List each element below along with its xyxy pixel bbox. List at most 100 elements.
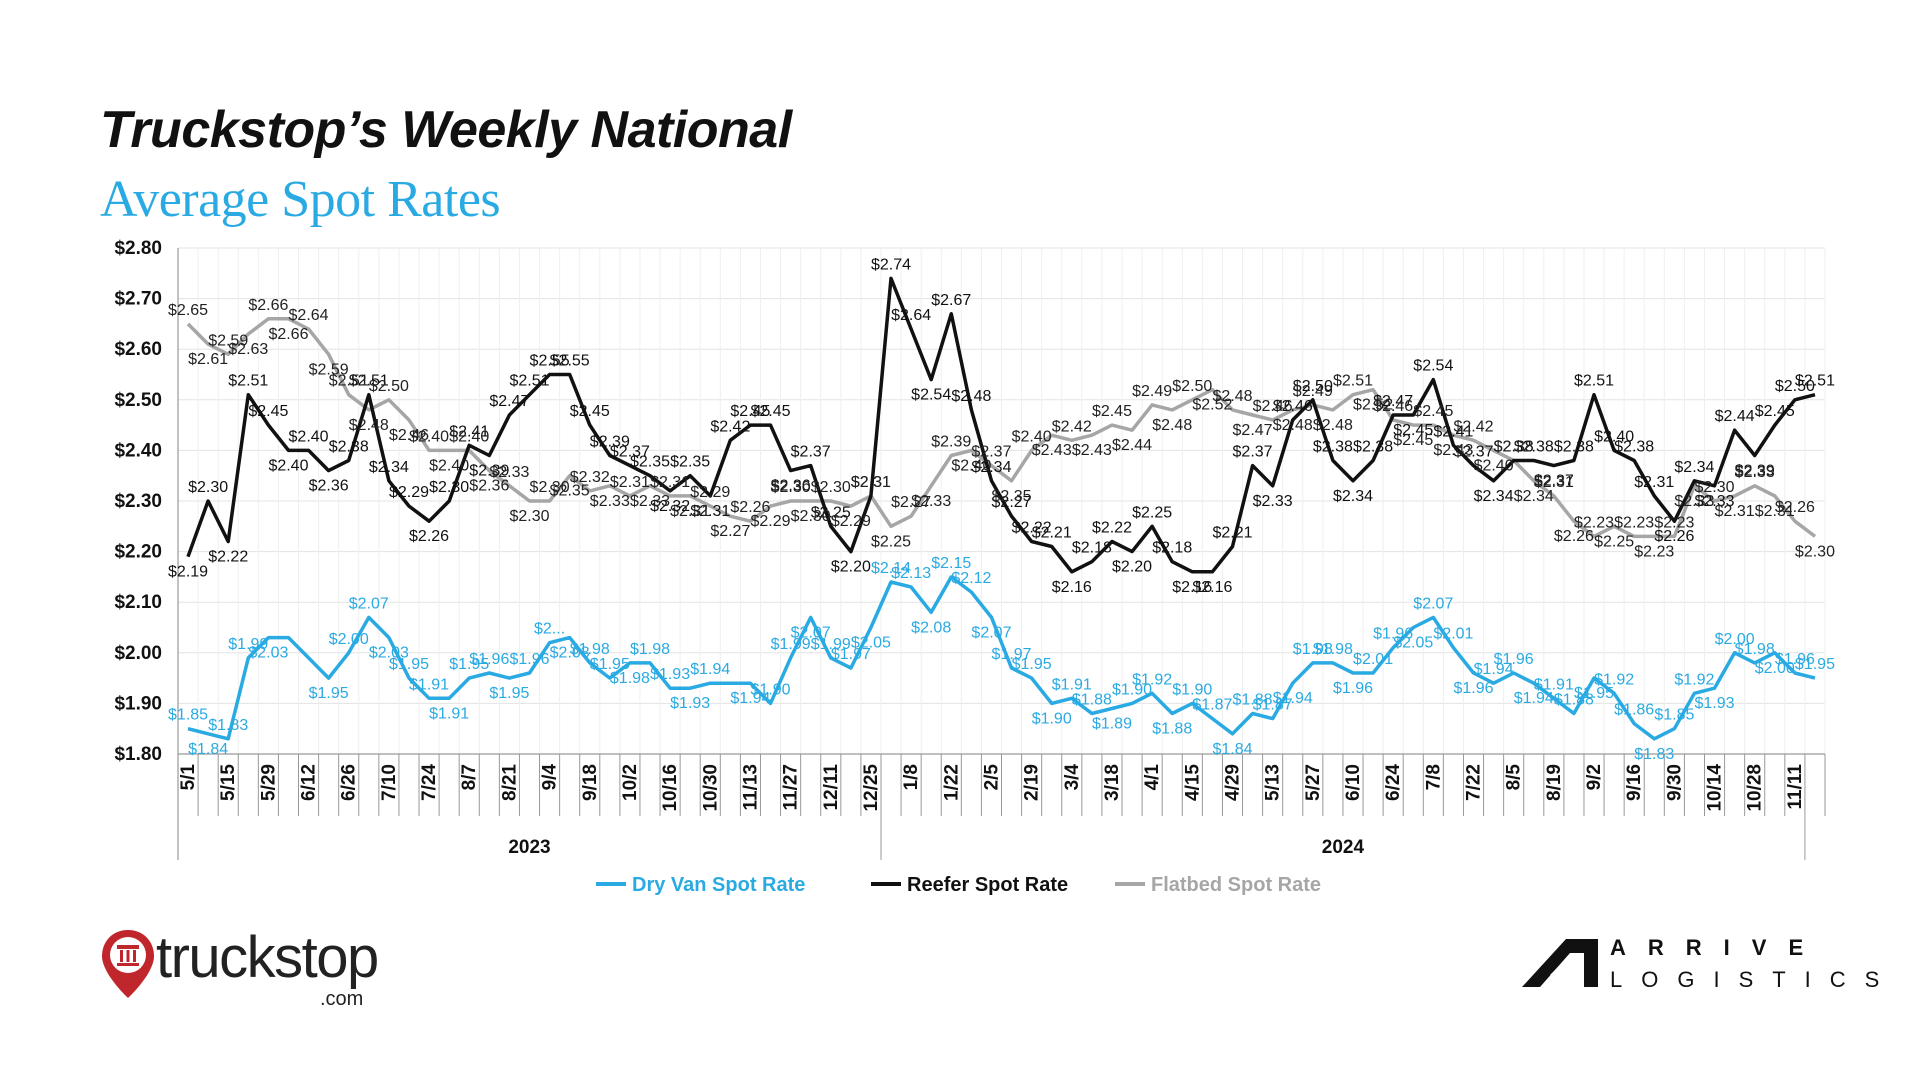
truckstop-wordmark: truckstop bbox=[156, 925, 379, 990]
data-label: $1.92 bbox=[1674, 671, 1714, 688]
data-label: $2.23 bbox=[1574, 514, 1614, 531]
y-axis: $2.80 $2.70 $2.60 $2.50 $2.40 $2.30 $2.20 $2.10… bbox=[114, 238, 162, 765]
data-label: $2.39 bbox=[1735, 462, 1775, 479]
x-tick-label: 5/13 bbox=[1263, 764, 1284, 801]
data-label: $2.19 bbox=[168, 564, 208, 581]
chart-subtitle: Average Spot Rates bbox=[100, 171, 501, 228]
data-label: $2.35 bbox=[550, 483, 590, 500]
data-label: $2.51 bbox=[1574, 373, 1614, 390]
x-tick-label: 9/16 bbox=[1624, 764, 1645, 801]
x-tick-label: 7/10 bbox=[379, 764, 400, 801]
year-label: 2023 bbox=[508, 837, 550, 858]
truckstop-domain: .com bbox=[320, 988, 364, 1010]
data-label: $2.29 bbox=[690, 484, 730, 501]
y-tick-label: $2.70 bbox=[114, 289, 162, 310]
data-label: $2.40 bbox=[449, 428, 489, 445]
data-label: $2.27 bbox=[710, 523, 750, 540]
data-label: $1.99 bbox=[228, 636, 268, 653]
truckstop-logo: truckstop .com bbox=[100, 925, 420, 1010]
data-label: $2.31 bbox=[1634, 474, 1674, 491]
data-label: $2.25 bbox=[871, 533, 911, 550]
x-tick-label: 11/27 bbox=[781, 764, 802, 811]
data-label: $2.00 bbox=[329, 631, 369, 648]
data-label: $2.35 bbox=[630, 454, 670, 471]
data-label: $2.30 bbox=[530, 479, 570, 496]
data-label: $2.48 bbox=[1152, 417, 1192, 434]
data-label: $2.48 bbox=[349, 417, 389, 434]
legend: Dry Van Spot Rate Reefer Spot Rate Flatbed… bbox=[596, 874, 1321, 896]
data-label: $2.66 bbox=[268, 326, 308, 343]
data-label: $2.38 bbox=[1514, 439, 1554, 456]
x-tick-label: 10/30 bbox=[700, 764, 721, 812]
data-label: $2.32 bbox=[650, 498, 690, 515]
data-label: $2.33 bbox=[590, 493, 630, 510]
data-label: $2.65 bbox=[168, 302, 208, 319]
data-label: $2.33 bbox=[1253, 493, 1293, 510]
data-label: $2.51 bbox=[1333, 373, 1373, 390]
data-label: $2.40 bbox=[1012, 428, 1052, 445]
truckstop-pin-icon bbox=[102, 930, 154, 998]
data-label: $2.34 bbox=[1674, 459, 1714, 476]
data-label: $2.36 bbox=[469, 478, 509, 495]
y-tick-label: $2.60 bbox=[114, 339, 162, 360]
data-label: $1.95 bbox=[449, 656, 489, 673]
data-label: $1.93 bbox=[1695, 695, 1735, 712]
data-label: $1.95 bbox=[1012, 656, 1052, 673]
data-label: $2.41 bbox=[1433, 423, 1473, 440]
x-tick-label: 9/18 bbox=[580, 764, 601, 801]
data-label: $2.25 bbox=[1594, 533, 1634, 550]
data-label: $2.39 bbox=[469, 462, 509, 479]
data-label: $2.21 bbox=[1032, 525, 1072, 542]
data-label: $2.34 bbox=[1474, 488, 1514, 505]
x-tick-label: 5/27 bbox=[1303, 764, 1324, 801]
data-label: $1.93 bbox=[650, 666, 690, 683]
data-label: $2.07 bbox=[791, 624, 831, 641]
data-label: $1.84 bbox=[188, 741, 228, 758]
data-label: $2.14 bbox=[871, 560, 911, 577]
data-label: $2.55 bbox=[530, 353, 570, 370]
y-tick-label: $1.90 bbox=[114, 693, 162, 714]
data-label: $2.37 bbox=[610, 444, 650, 461]
x-tick-label: 6/24 bbox=[1383, 764, 1404, 801]
legend-label: Dry Van Spot Rate bbox=[632, 874, 805, 896]
data-label: $2.07 bbox=[349, 595, 389, 612]
data-label: $2.49 bbox=[1132, 383, 1172, 400]
data-label: $2.39 bbox=[590, 433, 630, 450]
x-tick-label: 11/13 bbox=[740, 764, 761, 811]
year-label: 2024 bbox=[1322, 837, 1365, 858]
data-label: $2.03 bbox=[550, 645, 590, 662]
x-tick-label: 6/12 bbox=[299, 764, 320, 801]
data-label: $2.30 bbox=[1795, 543, 1835, 560]
data-label: $2.31 bbox=[851, 474, 891, 491]
data-label: $1.97 bbox=[831, 646, 871, 663]
data-label: $2.31 bbox=[1534, 474, 1574, 491]
data-label: $2.48 bbox=[1313, 417, 1353, 434]
data-label: $2.08 bbox=[911, 619, 951, 636]
data-label: $2.67 bbox=[931, 292, 971, 309]
data-label: $1.96 bbox=[1373, 626, 1413, 643]
data-label: $2.36 bbox=[309, 478, 349, 495]
x-tick-label: 10/16 bbox=[660, 764, 681, 812]
data-label: $1.85 bbox=[1654, 707, 1694, 724]
data-label: $2.33 bbox=[911, 493, 951, 510]
data-label: $2.48 bbox=[951, 388, 991, 405]
data-label: $2.44 bbox=[1715, 408, 1755, 425]
x-tick-label: 9/30 bbox=[1664, 764, 1685, 801]
x-tick-label: 8/7 bbox=[459, 764, 480, 790]
data-label: $2.51 bbox=[349, 373, 389, 390]
data-label: $2.16 bbox=[1172, 579, 1212, 596]
data-label: $2.29 bbox=[389, 484, 429, 501]
data-label: $2.50 bbox=[1775, 378, 1815, 395]
data-label: $1.98 bbox=[570, 641, 610, 658]
data-label: $2.46 bbox=[1373, 398, 1413, 415]
data-label: $2.23 bbox=[1654, 514, 1694, 531]
x-tick-label: 1/8 bbox=[901, 764, 922, 790]
data-label: $2.35 bbox=[670, 454, 710, 471]
data-label: $1.83 bbox=[1634, 746, 1674, 763]
x-tick-label: 8/19 bbox=[1544, 764, 1565, 801]
data-label: $1.96 bbox=[1775, 651, 1815, 668]
data-label: $1.96 bbox=[1494, 651, 1534, 668]
data-label: $2.51 bbox=[228, 373, 268, 390]
data-label: $2.43 bbox=[1072, 442, 1112, 459]
x-tick-label: 4/15 bbox=[1182, 764, 1203, 801]
